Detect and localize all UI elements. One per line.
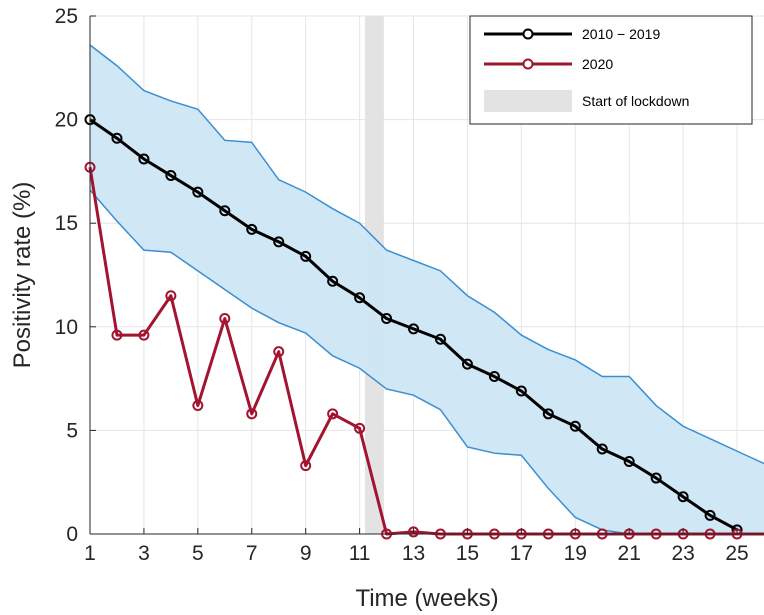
data-point-2010-2019-week-12 [381, 313, 393, 325]
data-point-2020-week-4 [165, 290, 177, 302]
data-point-2010-2019-week-20 [596, 443, 608, 455]
band-upper-edge [89, 44, 764, 465]
data-point-2010-2019-week-19 [569, 420, 581, 432]
x-tick-label-21: 21 [618, 542, 641, 565]
data-point-2010-2019-week-9 [300, 250, 312, 262]
data-point-2020-week-8 [273, 346, 285, 358]
x-tick-label-19: 19 [564, 542, 587, 565]
data-point-2010-2019-week-4 [165, 170, 177, 182]
data-point-2010-2019-week-17 [515, 385, 527, 397]
data-point-2010-2019-week-16 [488, 371, 500, 383]
legend-label-2020: 2020 [582, 56, 613, 72]
data-point-2010-2019-week-10 [327, 275, 339, 287]
data-point-2010-2019-week-6 [219, 205, 231, 217]
data-point-2010-2019-week-14 [434, 333, 446, 345]
series-line-2010-2019 [89, 118, 738, 532]
data-point-2010-2019-week-21 [623, 455, 635, 467]
x-tick-label-9: 9 [300, 542, 312, 565]
data-point-2020-week-7 [246, 408, 258, 420]
data-point-2020-week-10 [327, 408, 339, 420]
x-tick-label-7: 7 [246, 542, 258, 565]
data-point-2010-2019-week-8 [273, 236, 285, 248]
x-tick-label-13: 13 [402, 542, 425, 565]
data-point-2010-2019-week-11 [354, 292, 366, 304]
data-point-2010-2019-week-13 [408, 323, 420, 335]
data-point-2010-2019-week-7 [246, 223, 258, 235]
legend-marker-2010-2019 [522, 28, 534, 40]
legend-swatch-lockdown [484, 90, 572, 112]
data-point-2010-2019-week-18 [542, 408, 554, 420]
data-point-2020-week-9 [300, 460, 312, 472]
axes [89, 15, 764, 535]
data-point-2010-2019-week-23 [677, 491, 689, 503]
legend-label-lockdown: Start of lockdown [582, 93, 689, 109]
data-point-2020-week-6 [219, 313, 231, 325]
x-tick-label-17: 17 [510, 542, 533, 565]
legend-marker-2020 [522, 58, 534, 70]
data-point-2020-week-5 [192, 400, 204, 412]
x-tick-label-3: 3 [138, 542, 150, 565]
data-point-2010-2019-week-3 [138, 153, 150, 165]
data-point-2010-2019-week-22 [650, 472, 662, 484]
legend: 2010 − 2019 2020 Start of lockdown [469, 15, 753, 125]
data-point-2010-2019-week-2 [111, 132, 123, 144]
x-tick-label-25: 25 [725, 542, 748, 565]
legend-label-2010-2019: 2010 − 2019 [582, 26, 660, 42]
y-axis-label: Positivity rate (%) [9, 182, 36, 369]
y-tick-label-10: 10 [55, 316, 78, 339]
y-tick-label-5: 5 [66, 419, 78, 442]
data-point-2020-week-2 [111, 329, 123, 341]
x-tick-label-1: 1 [84, 542, 96, 565]
data-point-2020-week-13 [408, 526, 420, 538]
historical-range-band [90, 45, 764, 535]
data-point-2010-2019-week-15 [461, 358, 473, 370]
data-point-2020-week-11 [354, 422, 366, 434]
x-tick-label-11: 11 [349, 542, 371, 565]
x-tick-label-15: 15 [456, 542, 479, 565]
x-axis-label: Time (weeks) [355, 585, 498, 612]
y-tick-label-15: 15 [55, 212, 78, 235]
y-tick-label-0: 0 [66, 523, 78, 546]
y-tick-label-25: 25 [55, 5, 78, 28]
data-point-2010-2019-week-24 [704, 509, 716, 521]
data-point-2010-2019-week-5 [192, 186, 204, 198]
data-point-2020-week-3 [138, 329, 150, 341]
x-tick-label-5: 5 [192, 542, 204, 565]
y-tick-label-20: 20 [55, 109, 78, 132]
x-tick-label-23: 23 [671, 542, 694, 565]
